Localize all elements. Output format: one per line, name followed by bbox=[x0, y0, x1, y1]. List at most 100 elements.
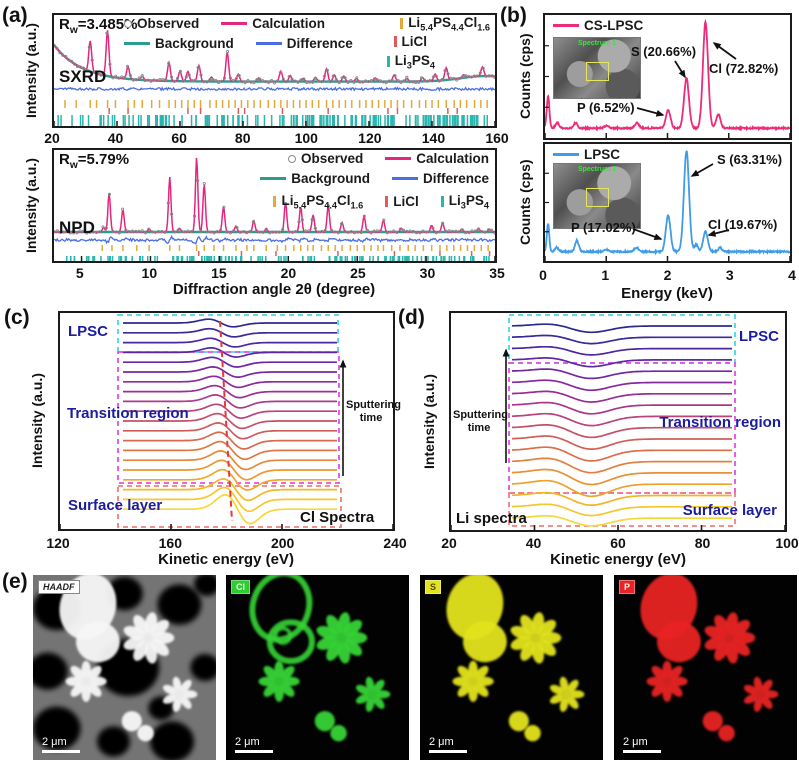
legend-difference: Difference bbox=[422, 171, 489, 186]
scale-bar: 2 μm bbox=[42, 736, 80, 753]
axis-tick-label: 240 bbox=[383, 535, 407, 551]
axis-tick-label: 4 bbox=[788, 267, 796, 283]
axis-tick-label: 1 bbox=[601, 267, 610, 283]
sxrd-phase-legend-3: Li3PS4 bbox=[386, 53, 435, 71]
cl-spectra-label: Cl Spectra bbox=[300, 509, 375, 526]
observed-marker-glyph bbox=[124, 19, 132, 28]
panel-b-x-axis-label: Energy (keV) bbox=[621, 285, 713, 302]
sputtering-time-label: Sputtering time bbox=[346, 399, 401, 424]
sem-inset-cs-lpsc: Spectrum 1 bbox=[553, 37, 641, 99]
eds-x-ticks: 0 1 2 3 4 bbox=[0, 267, 799, 285]
npd-phase-legend-row: Li5.4PS4.4Cl1.6 LiCl Li3PS4 bbox=[273, 193, 489, 211]
phase-tick-glyph bbox=[393, 36, 397, 47]
spectrum-label: Spectrum 1 bbox=[577, 166, 617, 173]
annotation-cl: Cl (72.82%) bbox=[709, 61, 779, 76]
panel-c-x-axis-label: Kinetic energy (eV) bbox=[158, 551, 294, 568]
legend-background: Background bbox=[155, 36, 234, 51]
legend-calculation: Calculation bbox=[252, 16, 326, 31]
axis-tick-label: 5 bbox=[75, 265, 84, 281]
panel-b-label: (b) bbox=[500, 4, 527, 27]
axis-tick-label: 120 bbox=[358, 130, 382, 146]
cl-map-image: Cl 2 μm bbox=[226, 575, 409, 760]
legend-background: Background bbox=[291, 171, 370, 186]
axis-tick-label: 0 bbox=[539, 267, 547, 283]
axis-tick-label: 100 bbox=[775, 535, 799, 551]
region-transition-label: Transition region bbox=[67, 405, 189, 422]
axis-tick-label: 100 bbox=[294, 130, 318, 146]
eds-bottom-y-axis-label: Counts (cps) bbox=[517, 159, 533, 246]
sxrd-title: SXRD bbox=[59, 67, 107, 86]
background-line-glyph bbox=[124, 42, 150, 45]
axis-tick-label: 120 bbox=[46, 535, 70, 551]
axis-tick-label: 160 bbox=[485, 130, 509, 146]
phase-li3ps4-label: Li3PS4 bbox=[448, 193, 489, 211]
phase-licl-label: LiCl bbox=[393, 194, 419, 210]
annotation-s: S (63.31%) bbox=[717, 152, 783, 167]
npd-legend-row-1: Observed Calculation bbox=[287, 151, 489, 166]
legend-calculation: Calculation bbox=[416, 151, 489, 166]
cl-badge: Cl bbox=[231, 580, 250, 594]
roi-box bbox=[586, 188, 609, 207]
lpsc-line-glyph bbox=[553, 153, 579, 156]
npd-rw-value: Rw=5.79% bbox=[59, 151, 130, 171]
sxrd-chart: Rw=3.485% SXRD Observed Calculation Back… bbox=[52, 13, 497, 128]
haadf-image: HAADF 2 μm bbox=[33, 575, 216, 760]
difference-line-glyph bbox=[391, 177, 418, 180]
eds-lpsc-chart: LPSC Spectrum 1 P (17.02%) S (63.31%) Cl… bbox=[543, 142, 792, 263]
p-map-image: P 2 μm bbox=[614, 575, 797, 760]
axis-tick-label: 20 bbox=[280, 265, 297, 281]
phase-tick-glyph bbox=[400, 18, 404, 30]
npd-title: NPD bbox=[59, 218, 95, 237]
annotation-cl: Cl (19.67%) bbox=[708, 217, 778, 232]
phase-licl-label: LiCl bbox=[401, 34, 428, 49]
axis-tick-label: 80 bbox=[694, 535, 711, 551]
axis-tick-label: 60 bbox=[610, 535, 626, 551]
npd-x-ticks: 5 10 15 20 25 30 35 bbox=[0, 265, 799, 283]
phase-tick-glyph bbox=[385, 196, 389, 208]
sem-inset-lpsc: Spectrum 1 bbox=[553, 163, 641, 229]
axis-tick-label: 15 bbox=[211, 265, 227, 281]
sxrd-legend-row-2: Background Difference bbox=[124, 36, 353, 51]
scale-bar: 2 μm bbox=[429, 736, 467, 753]
sxrd-legend-row-1: Observed Calculation bbox=[124, 16, 325, 31]
roi-box bbox=[586, 62, 609, 81]
npd-legend-row-2: Background Difference bbox=[260, 171, 489, 186]
region-lpsc-label: LPSC bbox=[68, 323, 109, 340]
annotation-s: S (20.66%) bbox=[631, 44, 697, 59]
eds-top-y-axis-label: Counts (cps) bbox=[517, 33, 533, 120]
phase-lpscl-label: Li5.4PS4.4Cl1.6 bbox=[281, 193, 364, 211]
axis-tick-label: 20 bbox=[44, 130, 60, 146]
cs-lpsc-line-glyph bbox=[553, 24, 579, 27]
phase-lpscl-label: Li5.4PS4.4Cl1.6 bbox=[408, 15, 490, 33]
axis-tick-label: 20 bbox=[441, 535, 457, 551]
sxrd-phase-legend-2: LiCl bbox=[393, 34, 428, 49]
npd-y-axis-label: Intensity (a.u.) bbox=[23, 158, 39, 253]
region-surface-label: Surface layer bbox=[682, 502, 777, 519]
axis-tick-label: 30 bbox=[419, 265, 436, 281]
region-transition-label: Transition region bbox=[659, 414, 781, 431]
sxrd-rw-value: Rw=3.485% bbox=[59, 16, 138, 36]
eds-cs-lpsc-legend: CS-LPSC bbox=[553, 18, 643, 33]
eds-lpsc-legend: LPSC bbox=[553, 147, 620, 162]
panel-d-x-axis-label: Kinetic energy (eV) bbox=[550, 551, 686, 568]
sxrd-phase-legend-1: Li5.4PS4.4Cl1.6 bbox=[400, 15, 490, 33]
legend-observed: Observed bbox=[300, 151, 364, 166]
s-badge: S bbox=[425, 580, 442, 594]
calculation-line-glyph bbox=[385, 157, 412, 160]
difference-line-glyph bbox=[255, 42, 282, 45]
sxrd-y-axis-label: Intensity (a.u.) bbox=[23, 23, 39, 118]
axis-tick-label: 60 bbox=[171, 130, 187, 146]
panel-a-x-axis-label: Diffraction angle 2θ (degree) bbox=[172, 281, 376, 298]
li-depth-chart: LPSC Transition region Surface layer Li … bbox=[449, 311, 787, 532]
axis-tick-label: 140 bbox=[421, 130, 446, 146]
sputtering-time-label: Sputtering time bbox=[453, 409, 508, 434]
legend-difference: Difference bbox=[286, 36, 353, 51]
npd-chart: Rw=5.79% NPD Observed Calculation Backgr… bbox=[52, 148, 497, 263]
cl-depth-x-ticks: 120 160 200 240 bbox=[0, 535, 799, 553]
region-lpsc-label: LPSC bbox=[738, 328, 779, 345]
axis-tick-label: 3 bbox=[725, 267, 734, 283]
spectrum-label: Spectrum 1 bbox=[577, 40, 617, 47]
phase-tick-glyph bbox=[440, 196, 444, 208]
region-surface-label: Surface layer bbox=[68, 497, 163, 514]
annotation-p: P (6.52%) bbox=[577, 100, 635, 115]
